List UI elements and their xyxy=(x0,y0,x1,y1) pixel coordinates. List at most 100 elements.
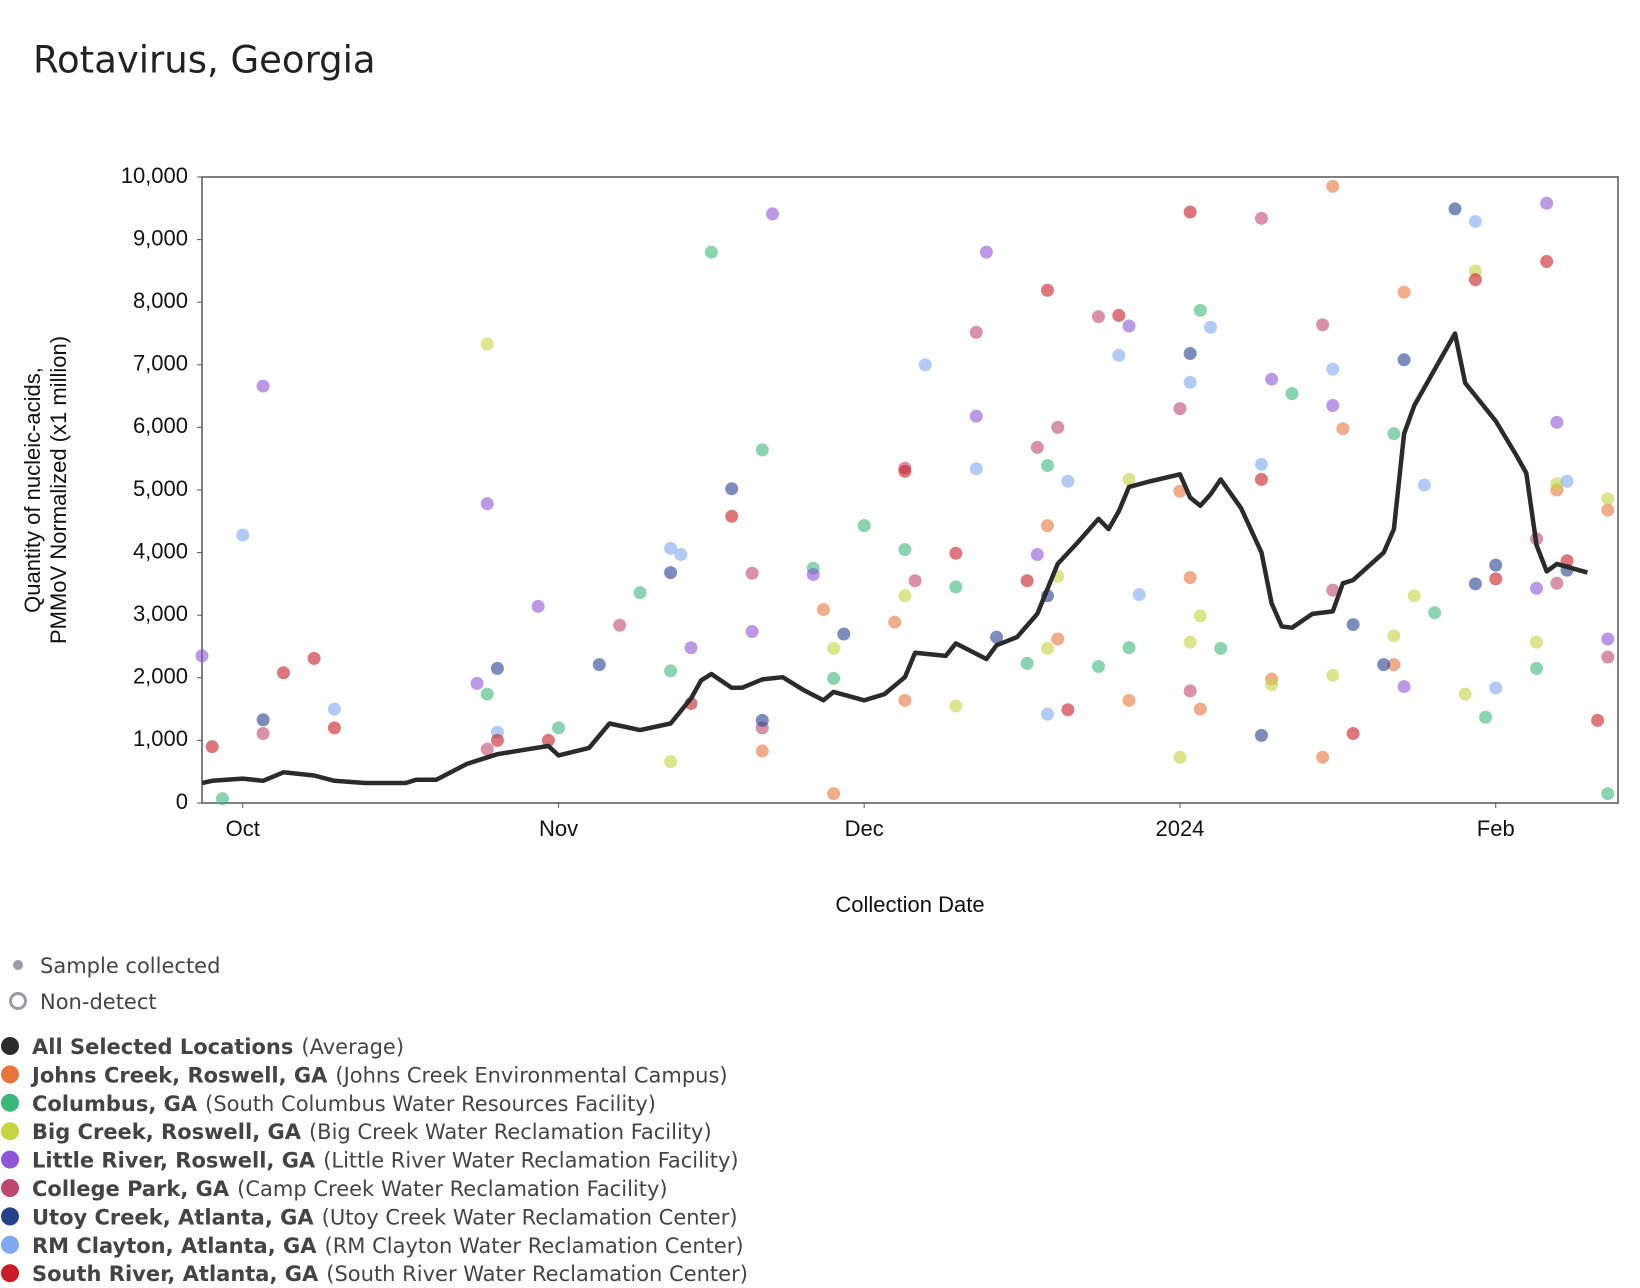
legend-name: All Selected Locations xyxy=(32,1035,293,1059)
legend-label: Big Creek, Roswell, GA (Big Creek Water R… xyxy=(32,1120,712,1144)
legend-swatch xyxy=(1,1150,19,1169)
data-point xyxy=(1316,750,1330,764)
legend-marker xyxy=(9,992,27,1010)
data-point xyxy=(1346,618,1360,632)
data-point xyxy=(1448,202,1462,216)
data-point xyxy=(1428,606,1442,620)
data-point xyxy=(1468,577,1482,591)
data-point xyxy=(1112,348,1126,362)
data-point xyxy=(827,641,841,655)
data-point xyxy=(1458,687,1472,701)
legend-swatch xyxy=(1,1093,19,1112)
data-point xyxy=(1540,255,1554,269)
x-tick-label: Oct xyxy=(226,816,260,841)
legend-label: All Selected Locations (Average) xyxy=(32,1035,404,1059)
y-tick-label: 9,000 xyxy=(133,225,188,250)
data-point xyxy=(1183,684,1197,698)
data-point xyxy=(1326,398,1340,412)
plot-area xyxy=(195,179,1615,806)
data-point xyxy=(552,721,566,735)
data-point xyxy=(1183,205,1197,219)
data-point xyxy=(1183,375,1197,389)
data-point xyxy=(1183,571,1197,585)
data-point xyxy=(969,462,983,476)
data-point xyxy=(541,733,555,747)
data-point xyxy=(195,649,209,663)
data-point xyxy=(256,713,270,727)
data-point xyxy=(215,792,229,806)
legend-label: Utoy Creek, Atlanta, GA (Utoy Creek Water… xyxy=(32,1205,738,1229)
data-point xyxy=(827,671,841,685)
data-point xyxy=(1285,387,1299,401)
data-point xyxy=(684,641,698,655)
data-point xyxy=(1336,422,1350,436)
data-point xyxy=(1397,285,1411,299)
data-point xyxy=(1601,503,1615,517)
x-axis-title: Collection Date xyxy=(835,892,984,917)
data-point xyxy=(1387,629,1401,643)
legend-label: Columbus, GA (South Columbus Water Resour… xyxy=(32,1092,656,1116)
x-tick-label: Nov xyxy=(539,816,578,841)
legend-swatch xyxy=(1,1122,19,1141)
legend-name: Little River, Roswell, GA xyxy=(32,1149,316,1173)
data-point xyxy=(531,599,545,613)
legend-facility: (South Columbus Water Resources Facility… xyxy=(205,1092,656,1116)
data-point xyxy=(1030,547,1044,561)
y-axis-title: PMMoV Normalized (x1 million) xyxy=(46,336,71,644)
data-point xyxy=(1346,727,1360,741)
data-point xyxy=(1489,681,1503,695)
data-point xyxy=(1173,402,1187,416)
data-point xyxy=(1173,484,1187,498)
data-point xyxy=(1407,589,1421,603)
data-point xyxy=(1061,474,1075,488)
data-point xyxy=(1387,427,1401,441)
data-point xyxy=(1132,588,1146,602)
data-point xyxy=(755,744,769,758)
chart-title: Rotavirus, Georgia xyxy=(33,39,376,82)
data-point xyxy=(765,207,779,221)
legend-label: Little River, Roswell, GA (Little River W… xyxy=(32,1149,739,1173)
legend-label: College Park, GA (Camp Creek Water Reclam… xyxy=(32,1177,668,1201)
data-point xyxy=(949,699,963,713)
data-point xyxy=(664,664,678,678)
data-point xyxy=(1540,196,1554,210)
legend-swatch xyxy=(1,1065,19,1084)
average-line xyxy=(201,331,1589,786)
legend-swatch xyxy=(1,1264,19,1283)
data-point xyxy=(888,615,902,629)
y-tick-label: 1,000 xyxy=(133,726,188,751)
data-point xyxy=(1122,693,1136,707)
data-point xyxy=(969,409,983,423)
legend-name: South River, Atlanta, GA xyxy=(32,1262,319,1286)
data-point xyxy=(1530,661,1544,675)
data-point xyxy=(307,651,321,665)
data-point xyxy=(1041,519,1055,533)
y-axis-title: Quantity of nucleic-acids, xyxy=(20,367,45,613)
data-point xyxy=(1061,703,1075,717)
data-point xyxy=(816,603,830,617)
data-point xyxy=(1489,572,1503,586)
legend-label: Johns Creek, Roswell, GA (Johns Creek Env… xyxy=(30,1063,728,1087)
data-point xyxy=(490,661,504,675)
data-point xyxy=(1601,787,1615,801)
data-point xyxy=(1254,472,1268,486)
data-point xyxy=(1193,609,1207,623)
data-point xyxy=(1193,303,1207,317)
data-point xyxy=(1387,658,1401,672)
data-point xyxy=(1254,457,1268,471)
data-point xyxy=(1122,319,1136,333)
data-point xyxy=(1326,583,1340,597)
legend-name: College Park, GA xyxy=(32,1177,230,1201)
legend-label: South River, Atlanta, GA (South River Wat… xyxy=(32,1262,748,1286)
data-point xyxy=(1591,713,1605,727)
data-point xyxy=(1265,372,1279,386)
x-tick-label: 2024 xyxy=(1155,816,1204,841)
data-point xyxy=(1254,728,1268,742)
data-point xyxy=(1041,283,1055,297)
legend-name: Big Creek, Roswell, GA xyxy=(32,1120,302,1144)
legend-name: Johns Creek, Roswell, GA xyxy=(30,1063,328,1087)
data-point xyxy=(1183,635,1197,649)
legend-facility: (Utoy Creek Water Reclamation Center) xyxy=(322,1205,738,1229)
legend-facility: (Average) xyxy=(301,1035,404,1059)
